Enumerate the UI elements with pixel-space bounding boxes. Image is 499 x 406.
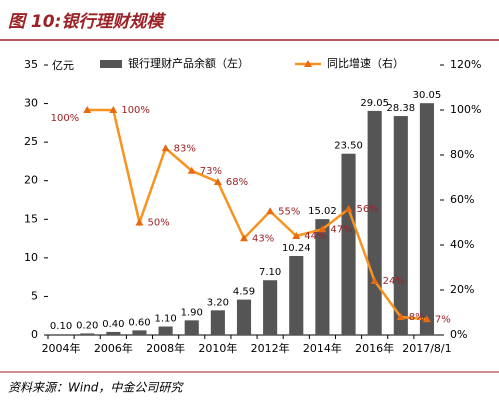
x-tick-label: 2014年 bbox=[303, 341, 342, 355]
bar-value-label: 3.20 bbox=[207, 297, 229, 308]
bar bbox=[54, 334, 69, 335]
growth-line bbox=[87, 108, 428, 321]
line-value-label: 83% bbox=[174, 143, 196, 154]
y-tick-label: 0 bbox=[31, 328, 38, 341]
bar bbox=[263, 280, 278, 335]
bar-value-label: 28.38 bbox=[386, 103, 415, 114]
line-marker bbox=[240, 234, 248, 242]
line-marker bbox=[370, 277, 379, 284]
y-axis-label: 亿元 bbox=[52, 59, 74, 72]
x-tick-label: 2017/8/1 bbox=[402, 342, 451, 355]
bar-value-label: 0.60 bbox=[128, 317, 150, 328]
line-value-label: 56% bbox=[357, 204, 379, 215]
line-value-label: 68% bbox=[226, 177, 248, 188]
x-tick-label: 2006年 bbox=[94, 341, 133, 355]
y-tick-label: 30 bbox=[24, 97, 38, 110]
line-marker bbox=[422, 315, 431, 323]
y-tick-label: 35 bbox=[24, 58, 38, 71]
line-marker bbox=[292, 232, 301, 239]
legend-marker bbox=[304, 60, 312, 67]
bar bbox=[419, 103, 434, 335]
y2-tick-label: 0% bbox=[450, 328, 467, 341]
line-marker bbox=[187, 166, 196, 174]
bar bbox=[132, 330, 147, 335]
bar-value-label: 1.10 bbox=[154, 314, 176, 325]
bar bbox=[367, 110, 382, 336]
bar-value-label: 0.40 bbox=[102, 319, 124, 330]
y-tick-label: 5 bbox=[31, 289, 38, 302]
x-tick-label: 2010年 bbox=[198, 341, 237, 355]
line-marker bbox=[213, 178, 222, 185]
line-marker bbox=[135, 218, 144, 226]
bar-value-label: 7.10 bbox=[259, 267, 281, 278]
line-value-label: 100% bbox=[51, 113, 80, 124]
x-tick-label: 2016年 bbox=[355, 341, 394, 355]
source: 资料来源：Wind，中金公司研究 bbox=[8, 381, 184, 395]
y-tick-label: 20 bbox=[24, 174, 38, 187]
bar bbox=[289, 256, 304, 335]
bar bbox=[341, 153, 356, 335]
legend-label: 银行理财产品余额（左） bbox=[128, 56, 249, 70]
bar bbox=[315, 219, 330, 335]
bar-value-label: 10.24 bbox=[282, 243, 311, 254]
line-value-label: 8% bbox=[409, 312, 425, 323]
y-tick-label: 10 bbox=[24, 251, 38, 264]
bar bbox=[184, 320, 199, 335]
y2-tick-label: 60% bbox=[450, 193, 474, 206]
bar bbox=[210, 310, 225, 335]
chart-title: 图 10:银行理财规模 bbox=[8, 12, 166, 32]
bar bbox=[80, 333, 95, 335]
line-value-label: 55% bbox=[278, 206, 300, 217]
bar bbox=[236, 299, 252, 335]
y-tick-label: 15 bbox=[24, 212, 38, 225]
line-value-label: 24% bbox=[383, 276, 405, 287]
y2-tick-label: 20% bbox=[450, 283, 474, 296]
line-marker bbox=[83, 106, 92, 113]
bar bbox=[106, 331, 121, 335]
legend-label: 同比增速（右） bbox=[327, 56, 404, 70]
line-marker bbox=[318, 225, 327, 233]
y2-tick-label: 40% bbox=[450, 238, 474, 251]
x-tick-label: 2012年 bbox=[251, 341, 290, 355]
line-value-label: 47% bbox=[330, 224, 352, 235]
line-marker bbox=[266, 207, 275, 215]
y2-tick-label: 100% bbox=[450, 103, 481, 116]
line-value-label: 43% bbox=[252, 233, 274, 244]
y-tick-label: 25 bbox=[24, 135, 38, 148]
bar-value-label: 23.50 bbox=[334, 141, 363, 152]
line-value-label: 44% bbox=[304, 231, 326, 242]
bar-value-label: 4.59 bbox=[233, 287, 255, 298]
bar bbox=[158, 326, 173, 335]
line-marker bbox=[161, 144, 170, 152]
x-tick-label: 2008年 bbox=[146, 341, 185, 355]
bar-value-label: 0.10 bbox=[50, 321, 72, 332]
bar-value-label: 1.90 bbox=[181, 307, 203, 318]
x-tick-label: 2004年 bbox=[42, 341, 81, 355]
bar-value-label: 30.05 bbox=[413, 90, 442, 101]
line-marker bbox=[396, 313, 405, 320]
line-value-label: 73% bbox=[200, 166, 222, 177]
y2-tick-label: 120% bbox=[450, 58, 481, 71]
bar-value-label: 0.20 bbox=[76, 320, 98, 331]
y2-tick-label: 80% bbox=[450, 148, 474, 161]
line-value-label: 50% bbox=[147, 218, 169, 229]
bar bbox=[393, 116, 408, 335]
line-value-label: 100% bbox=[121, 105, 150, 116]
bar-value-label: 15.02 bbox=[308, 206, 337, 217]
bar-value-label: 29.05 bbox=[360, 98, 389, 109]
line-marker bbox=[344, 205, 353, 212]
line-value-label: 7% bbox=[435, 314, 451, 325]
legend-swatch bbox=[100, 60, 122, 68]
line-marker bbox=[109, 106, 118, 113]
